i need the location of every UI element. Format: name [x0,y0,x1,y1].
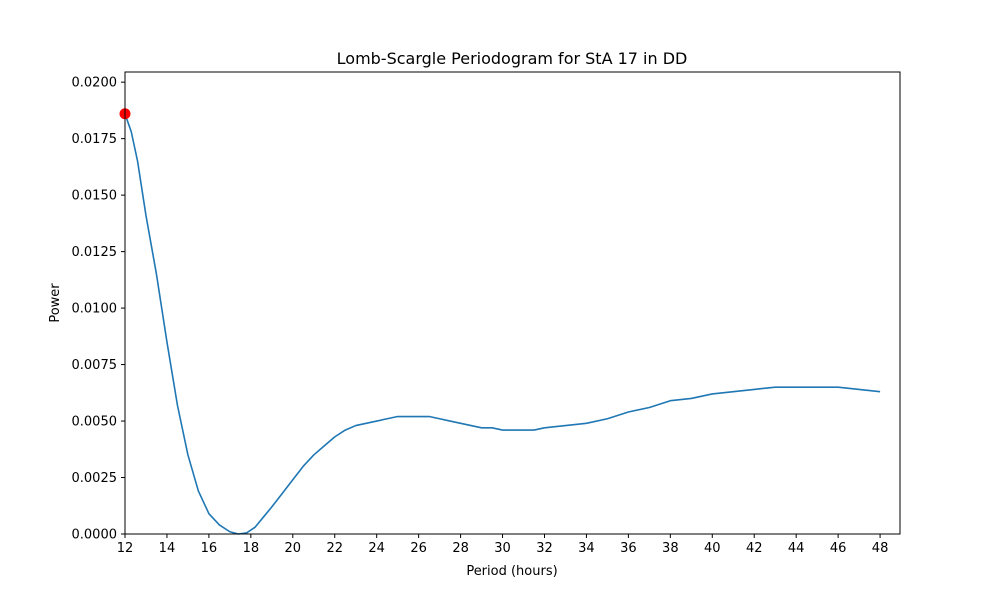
x-tick-label: 24 [368,541,385,556]
y-tick-label: 0.0050 [72,415,118,430]
x-tick-label: 26 [410,541,427,556]
x-tick-label: 38 [662,541,679,556]
x-tick-label: 28 [452,541,469,556]
y-tick-label: 0.0025 [72,471,118,486]
x-tick-label: 16 [201,541,218,556]
x-tick-label: 48 [872,541,889,556]
y-tick-label: 0.0075 [72,358,118,373]
y-tick-label: 0.0150 [72,189,118,204]
x-tick-label: 32 [536,541,553,556]
x-tick-label: 34 [578,541,595,556]
y-tick-label: 0.0100 [72,302,118,317]
x-tick-label: 12 [117,541,134,556]
x-tick-label: 42 [746,541,763,556]
x-tick-label: 46 [830,541,847,556]
x-tick-label: 44 [788,541,805,556]
axes-frame [124,71,901,535]
x-tick-label: 36 [620,541,637,556]
y-axis-label: Power [48,283,63,323]
series-line-0 [124,113,881,535]
x-tick-label: 18 [243,541,260,556]
x-tick-label: 14 [159,541,176,556]
y-tick-label: 0.0000 [72,528,118,543]
x-tick-label: 22 [326,541,343,556]
y-tick-label: 0.0125 [72,245,118,260]
x-tick-label: 30 [494,541,511,556]
y-tick-label: 0.0200 [72,76,118,91]
x-axis-label: Period (hours) [466,564,557,579]
x-axis: 12 14 16 18 20 22 24 26 28 30 32 34 36 38 40 42 44 46 48 [117,534,889,556]
chart-title: Lomb-Scargle Periodogram for StA 17 in D… [337,49,688,68]
x-tick-label: 40 [704,541,721,556]
x-tick-label: 20 [285,541,302,556]
y-axis: 0.0000 0.0025 0.0050 0.0075 0.0100 0.0125 0.01… [72,76,125,543]
y-tick-label: 0.0175 [72,132,118,147]
